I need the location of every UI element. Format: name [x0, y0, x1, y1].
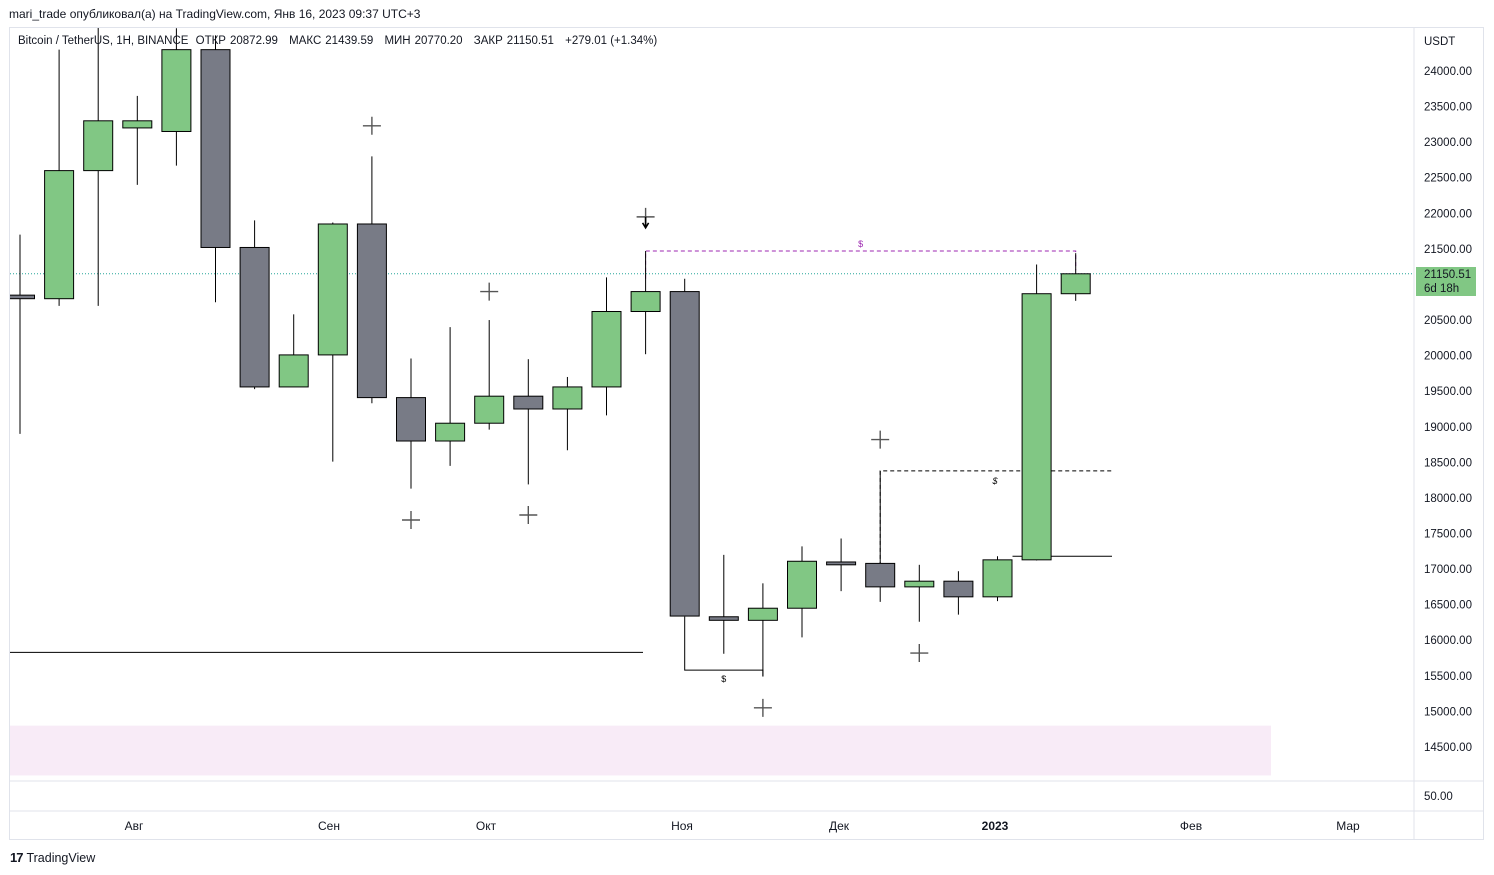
- liquidity-high-dashed: [645, 250, 1077, 279]
- demand-zone: [10, 725, 1271, 776]
- bar-countdown: 6d 18h: [1424, 283, 1460, 295]
- liquidity-mid-label: $: [991, 476, 998, 486]
- chart-legend: Bitcoin / TetherUS, 1H, BINANCE ОТКР 2087…: [18, 35, 661, 47]
- liquidity-high-label: $: [858, 239, 863, 249]
- candle-body: [708, 616, 739, 621]
- candle-body: [1060, 273, 1091, 295]
- price-axis-currency: USDT: [1424, 36, 1455, 48]
- time-tick-label: Фев: [1180, 819, 1202, 833]
- legend-low: МИН 20770.20: [384, 35, 466, 47]
- legend-open: ОТКР 20872.99: [196, 35, 282, 47]
- candle-body: [669, 291, 700, 617]
- cross-mark-icon: [871, 430, 890, 449]
- price-tick-label: 14500.00: [1424, 742, 1472, 754]
- current-price-badge: 21150.51 6d 18h: [1416, 267, 1476, 296]
- time-tick-label: Окт: [476, 819, 497, 833]
- cross-mark-icon: [910, 644, 929, 663]
- legend-high-value: 21439.59: [325, 35, 374, 47]
- price-tick-label: 24000.00: [1424, 66, 1472, 78]
- cross-mark-icon: [519, 506, 538, 525]
- liquidity-low-label: $: [721, 674, 726, 684]
- legend-close-label: ЗАКР: [473, 35, 503, 47]
- time-tick-label: Авг: [125, 819, 144, 833]
- legend-high: МАКС 21439.59: [289, 35, 377, 47]
- candle-body: [356, 223, 387, 399]
- legend-symbol[interactable]: Bitcoin / TetherUS, 1H, BINANCE: [18, 35, 189, 47]
- footer-brand[interactable]: 17 TradingView: [10, 850, 95, 865]
- candle-body: [239, 246, 270, 388]
- tradingview-logo-icon: 17: [10, 850, 24, 865]
- legend-close-value: 21150.51: [506, 35, 554, 47]
- time-tick-label: Дек: [829, 819, 850, 833]
- candle-body: [630, 291, 661, 313]
- legend-open-label: ОТКР: [195, 35, 226, 47]
- candle-body: [591, 311, 622, 388]
- time-tick-label: Мар: [1336, 819, 1360, 833]
- down-arrow-icon: [641, 216, 650, 230]
- current-price-value: 21150.51: [1424, 269, 1472, 281]
- candle-body: [435, 422, 466, 442]
- legend-low-value: 20770.20: [414, 35, 463, 47]
- price-tick-label: 18500.00: [1424, 457, 1472, 469]
- legend-close: ЗАКР 21150.51: [474, 35, 558, 47]
- price-tick-label: 19000.00: [1424, 422, 1472, 434]
- candle-body: [943, 580, 974, 598]
- price-tick-label: 16000.00: [1424, 635, 1472, 647]
- candle-body: [161, 49, 192, 132]
- price-tick-label: 20000.00: [1424, 351, 1472, 363]
- candle-body: [396, 397, 426, 442]
- candle-body: [122, 120, 153, 129]
- candle-body: [200, 49, 231, 248]
- price-tick-label: 17000.00: [1424, 564, 1472, 576]
- candle-body: [982, 559, 1013, 598]
- candle-body: [317, 223, 348, 356]
- candle-body: [474, 395, 505, 424]
- candle-body: [826, 561, 857, 566]
- cross-mark-icon: [362, 116, 381, 135]
- price-tick-label: 19500.00: [1424, 386, 1472, 398]
- candle-body: [83, 120, 114, 172]
- candle-body: [44, 170, 75, 300]
- legend-high-label: МАКС: [289, 35, 322, 47]
- legend-open-value: 20872.99: [229, 35, 278, 47]
- candle-body: [904, 580, 935, 588]
- legend-change: +279.01 (+1.34%): [565, 35, 658, 47]
- candle-body: [747, 607, 778, 621]
- time-tick-label: Сен: [318, 819, 340, 833]
- time-tick-label: 2023: [982, 819, 1009, 833]
- chart-frame: [9, 27, 1484, 840]
- price-tick-label: 15500.00: [1424, 671, 1472, 683]
- candle-body: [513, 395, 544, 410]
- cross-mark-icon: [753, 698, 772, 717]
- candle-body: [1021, 293, 1052, 561]
- candle-body: [552, 386, 583, 410]
- cross-mark-icon: [480, 282, 499, 301]
- price-tick-label: 21500.00: [1424, 244, 1472, 256]
- plot-area[interactable]: $ $ $: [6, 0, 1415, 776]
- cross-mark-icon: [402, 510, 420, 529]
- publisher-line: mari_trade опубликовал(а) на TradingView…: [9, 7, 421, 21]
- volume-tick-label: 50.00: [1424, 791, 1453, 803]
- candle-body: [865, 562, 896, 588]
- legend-low-label: МИН: [384, 35, 411, 47]
- candle-body: [278, 354, 309, 388]
- candle-body: [10, 294, 35, 300]
- price-tick-label: 23500.00: [1424, 102, 1472, 114]
- price-tick-label: 22500.00: [1424, 173, 1472, 185]
- price-tick-label: 20500.00: [1424, 315, 1472, 327]
- price-tick-label: 23000.00: [1424, 137, 1472, 149]
- price-tick-label: 17500.00: [1424, 529, 1472, 541]
- price-tick-label: 22000.00: [1424, 208, 1472, 220]
- footer-brand-name: TradingView: [26, 850, 96, 865]
- candle-body: [787, 560, 817, 609]
- price-tick-label: 16500.00: [1424, 600, 1472, 612]
- price-tick-label: 15000.00: [1424, 706, 1472, 718]
- price-tick-label: 18000.00: [1424, 493, 1472, 505]
- time-tick-label: Ноя: [671, 819, 693, 833]
